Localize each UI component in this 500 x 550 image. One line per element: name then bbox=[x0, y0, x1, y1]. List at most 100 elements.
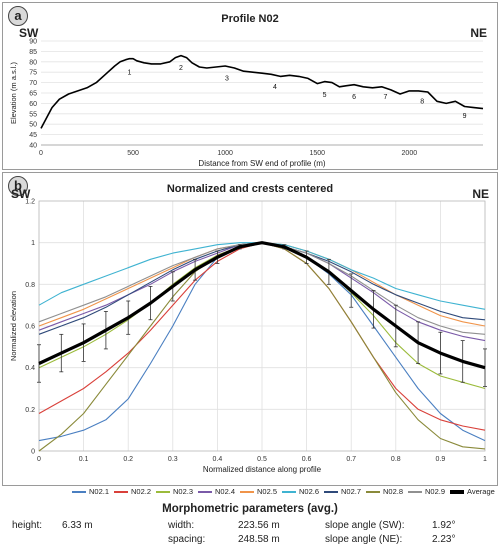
x-tick-label: 0.5 bbox=[257, 456, 267, 463]
x-tick-label: 0.6 bbox=[302, 456, 312, 463]
legend-item-average: Average bbox=[450, 485, 495, 499]
y-axis-title: Normalized elevation bbox=[9, 291, 18, 361]
legend-item-n02-5: N02.5 bbox=[240, 485, 277, 499]
height-value: 6.33 m bbox=[62, 520, 93, 531]
normalized-chart: 0 0.1 0.2 0.3 0.4 0.5 0.6 0.7 0.8 0.9 1 0 0.2 0.4 0.6 0… bbox=[9, 199, 487, 475]
y-tick-label: 50 bbox=[29, 122, 37, 129]
legend-swatch bbox=[240, 491, 254, 494]
crest-label: 6 bbox=[352, 94, 356, 101]
x-tick-label: 0.2 bbox=[123, 456, 133, 463]
panel-b-sw-label: SW bbox=[11, 187, 31, 201]
legend-item-n02-9: N02.9 bbox=[408, 485, 445, 499]
x-tick-label: 0 bbox=[37, 456, 41, 463]
slope-sw-label: slope angle (SW): bbox=[325, 520, 405, 531]
y-tick-label: 60 bbox=[29, 101, 37, 108]
x-axis-title: Normalized distance along profile bbox=[203, 465, 322, 474]
y-tick-label: 0.2 bbox=[25, 407, 35, 414]
spacing-value: 248.58 m bbox=[238, 534, 280, 545]
y-tick-label: 0.6 bbox=[25, 324, 35, 331]
crest-label: 1 bbox=[127, 69, 131, 76]
x-tick-label: 1500 bbox=[309, 150, 325, 157]
legend-item-n02-1: N02.1 bbox=[72, 485, 109, 499]
y-tick-label: 90 bbox=[29, 39, 37, 46]
legend-label: N02.6 bbox=[299, 487, 320, 496]
profile-panel-a: a Profile N02 SW NE 40 45 50 55 60 65 70 75 80 85… bbox=[2, 2, 498, 170]
x-tick-label: 1 bbox=[483, 456, 487, 463]
x-axis-title: Distance from SW end of profile (m) bbox=[198, 159, 325, 168]
legend-label: N02.7 bbox=[341, 487, 362, 496]
x-tick-label: 0.7 bbox=[346, 456, 356, 463]
crest-label: 9 bbox=[463, 113, 467, 120]
legend-swatch bbox=[366, 491, 380, 494]
crest-label: 4 bbox=[273, 84, 277, 91]
x-tick-label: 1000 bbox=[217, 150, 233, 157]
morphometrics-title: Morphometric parameters (avg.) bbox=[162, 503, 338, 515]
legend-label: N02.8 bbox=[383, 487, 404, 496]
y-tick-label: 70 bbox=[29, 80, 37, 87]
legend-item-n02-7: N02.7 bbox=[324, 485, 361, 499]
x-tick-label: 0 bbox=[39, 150, 43, 157]
y-tick-label: 1.2 bbox=[25, 199, 35, 206]
legend-label: N02.4 bbox=[215, 487, 236, 496]
y-tick-label: 0 bbox=[31, 449, 35, 456]
y-tick-label: 75 bbox=[29, 70, 37, 77]
panel-a-title: Profile N02 bbox=[221, 13, 279, 25]
x-tick-label: 0.9 bbox=[436, 456, 446, 463]
y-tick-label: 45 bbox=[29, 132, 37, 139]
legend-label: N02.5 bbox=[257, 487, 278, 496]
legend-swatch bbox=[282, 491, 296, 494]
crest-label: 5 bbox=[323, 92, 327, 99]
slope-ne-value: 2.23° bbox=[432, 534, 456, 545]
legend-label: N02.9 bbox=[425, 487, 446, 496]
legend-item-n02-3: N02.3 bbox=[156, 485, 193, 499]
legend-label: N02.1 bbox=[89, 487, 110, 496]
y-tick-label: 80 bbox=[29, 59, 37, 66]
y-tick-label: 0.4 bbox=[25, 365, 35, 372]
legend-label: N02.2 bbox=[131, 487, 152, 496]
normalized-panel-b: b Normalized and crests centered SW NE 0… bbox=[2, 172, 498, 486]
crest-label: 8 bbox=[420, 98, 424, 105]
legend-swatch bbox=[450, 490, 464, 495]
slope-sw-value: 1.92° bbox=[432, 520, 456, 531]
x-tick-label: 0.3 bbox=[168, 456, 178, 463]
legend-item-n02-6: N02.6 bbox=[282, 485, 319, 499]
x-tick-label: 2000 bbox=[402, 150, 418, 157]
chart-legend: N02.1 N02.2 N02.3 N02.4 N02.5 N02.6 N02.7 N02.8… bbox=[0, 485, 500, 499]
crest-label: 7 bbox=[383, 94, 387, 101]
legend-label: Average bbox=[467, 487, 495, 496]
legend-item-n02-4: N02.4 bbox=[198, 485, 235, 499]
y-tick-label: 65 bbox=[29, 91, 37, 98]
panel-b-title: Normalized and crests centered bbox=[166, 183, 334, 195]
height-label: height: bbox=[12, 520, 43, 531]
legend-item-n02-2: N02.2 bbox=[114, 485, 151, 499]
legend-swatch bbox=[156, 491, 170, 494]
y-tick-label: 1 bbox=[31, 240, 35, 247]
legend-swatch bbox=[408, 491, 422, 494]
legend-swatch bbox=[324, 491, 338, 494]
y-tick-label: 40 bbox=[29, 143, 37, 150]
x-tick-label: 0.4 bbox=[213, 456, 223, 463]
panel-a-ne-label: NE bbox=[470, 26, 487, 40]
y-axis-title: Elevation (m a.s.l.) bbox=[9, 61, 18, 124]
spacing-label: spacing: bbox=[168, 534, 206, 545]
x-tick-label: 500 bbox=[127, 150, 139, 157]
width-label: width: bbox=[168, 520, 195, 531]
x-tick-label: 0.8 bbox=[391, 456, 401, 463]
panel-b-ne-label: NE bbox=[472, 187, 489, 201]
panel-a-sw-label: SW bbox=[19, 26, 39, 40]
crest-label: 2 bbox=[179, 65, 183, 72]
panel-a-badge: a bbox=[8, 6, 28, 26]
legend-label: N02.3 bbox=[173, 487, 194, 496]
legend-swatch bbox=[114, 491, 128, 494]
legend-swatch bbox=[72, 491, 86, 494]
y-tick-label: 55 bbox=[29, 111, 37, 118]
x-tick-label: 0.1 bbox=[79, 456, 89, 463]
slope-ne-label: slope angle (NE): bbox=[325, 534, 403, 545]
panel-b-badge: b bbox=[8, 176, 28, 196]
legend-item-n02-8: N02.8 bbox=[366, 485, 403, 499]
crest-label: 3 bbox=[225, 76, 229, 83]
elevation-profile-line bbox=[40, 54, 484, 129]
y-tick-label: 85 bbox=[29, 49, 37, 56]
y-tick-label: 0.8 bbox=[25, 282, 35, 289]
